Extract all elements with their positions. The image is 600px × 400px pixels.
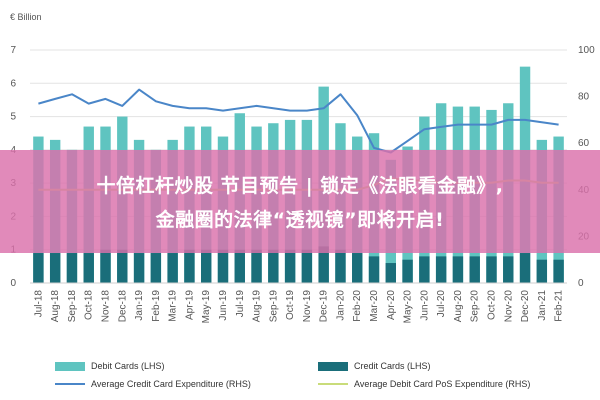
bar-credit-cards [268,249,279,283]
x-axis-tick-label: Feb-21 [554,290,565,322]
x-axis-tick-label: Nov-20 [503,290,514,323]
x-axis-tick-label: Dec-20 [520,290,531,323]
left-axis-tick-label: 6 [10,78,16,89]
x-axis-tick-label: Dec-18 [117,290,128,323]
bar-credit-cards [217,249,229,283]
left-axis-tick-label: 0 [10,278,16,289]
x-axis-tick-label: Jun-19 [218,290,229,321]
x-axis-tick-label: Nov-18 [101,290,112,323]
bar-credit-cards [486,256,497,283]
bar-credit-cards [251,249,262,283]
x-axis-tick-label: Aug-19 [252,290,263,323]
legend-label-credit: Credit Cards (LHS) [354,361,431,371]
legend-item-avg-debit-pos: Average Debit Card PoS Expenditure (RHS) [318,379,530,389]
x-axis-tick-label: Jul-19 [235,290,246,318]
x-axis-tick-label: May-19 [201,290,212,324]
bar-credit-cards [536,259,548,283]
x-axis-tick-label: Aug-18 [50,290,61,323]
bar-credit-cards [234,249,245,283]
x-axis-tick-label: Apr-19 [184,290,195,320]
legend-swatch-avg-debit [318,383,348,385]
bar-credit-cards [49,253,61,283]
x-axis-tick-label: Mar-19 [168,290,179,322]
x-axis-tick-label: Jan-21 [537,290,548,321]
legend-swatch-debit [55,361,85,371]
legend-item-debit-cards: Debit Cards (LHS) [55,361,165,371]
x-axis-tick-label: Sep-18 [67,290,78,323]
bar-credit-cards [519,253,531,283]
right-axis-tick-label: 80 [578,92,590,103]
bar-credit-cards [452,256,464,283]
right-axis-tick-label: 60 [578,138,590,149]
bar-credit-cards [117,249,128,283]
x-axis-tick-label: Jul-20 [436,290,447,318]
bar-credit-cards [184,249,195,283]
legend-item-credit-cards: Credit Cards (LHS) [318,361,431,371]
bar-credit-cards [83,253,94,283]
bar-credit-cards [100,249,111,283]
legend-item-avg-credit-expenditure: Average Credit Card Expenditure (RHS) [55,379,251,389]
bar-credit-cards [66,253,78,283]
left-axis-tick-label: 7 [10,45,16,56]
right-axis-tick-label: 100 [578,45,595,56]
legend-swatch-credit [318,361,348,371]
banner-line-1: 十倍杠杆炒股 节目预告 | 锁定《法眼看金融》, [96,175,504,197]
right-axis-tick-label: 0 [578,278,584,289]
legend-label-debit: Debit Cards (LHS) [91,361,165,371]
x-axis-tick-label: Nov-19 [302,290,313,323]
x-axis-tick-label: Apr-20 [386,290,397,320]
bar-credit-cards [553,259,564,283]
bar-credit-cards [150,253,162,283]
x-axis-tick-label: Feb-20 [352,290,363,322]
bar-credit-cards [318,246,329,283]
banner-line-2: 金融圈的法律“透视镜”即将开启! [155,209,445,231]
bar-credit-cards [33,253,44,283]
bar-credit-cards [368,256,380,283]
bar-credit-cards [284,249,296,283]
legend-swatch-avg-credit [55,383,85,385]
overlay-banner [0,150,600,253]
bar-credit-cards [503,256,514,283]
x-axis-tick-label: Jul-18 [33,290,44,318]
x-axis-tick-label: Aug-20 [453,290,464,323]
x-axis-tick-label: Mar-20 [369,290,380,322]
x-axis-tick-label: Oct-20 [487,290,498,320]
y-axis-label-left: € Billion [10,12,42,22]
bar-credit-cards [385,263,396,283]
x-axis-tick-label: Jun-20 [419,290,430,321]
line-avg-credit-expenditure [38,88,559,154]
x-axis-tick-label: Sep-20 [470,290,481,323]
axes: € Billion01234567020406080100Jul-18Aug-1… [10,12,595,323]
bar-credit-cards [402,259,413,283]
legend-label-avg-debit: Average Debit Card PoS Expenditure (RHS) [354,379,531,389]
left-axis-tick-label: 5 [10,112,16,123]
x-axis-tick-label: Jan-19 [134,290,145,321]
bar-credit-cards [352,253,363,283]
x-axis-tick-label: Jan-20 [336,290,347,321]
x-axis-tick-label: Dec-19 [319,290,330,323]
bar-credit-cards [167,253,178,283]
bar-credit-cards [435,256,447,283]
bar-credit-cards [201,249,212,283]
bar-credit-cards [301,249,313,283]
bar-credit-cards [335,249,346,283]
x-axis-tick-label: Sep-19 [268,290,279,323]
x-axis-tick-label: Oct-18 [84,290,95,320]
x-axis-tick-label: Feb-19 [151,290,162,322]
bar-credit-cards [469,256,480,283]
bar-credit-cards [133,253,145,283]
x-axis-tick-label: Oct-19 [285,290,296,320]
legend: Debit Cards (LHS) Credit Cards (LHS) Ave… [0,352,600,400]
x-axis-tick-label: May-20 [403,290,414,324]
legend-label-avg-credit: Average Credit Card Expenditure (RHS) [91,379,251,389]
bar-credit-cards [419,256,430,283]
